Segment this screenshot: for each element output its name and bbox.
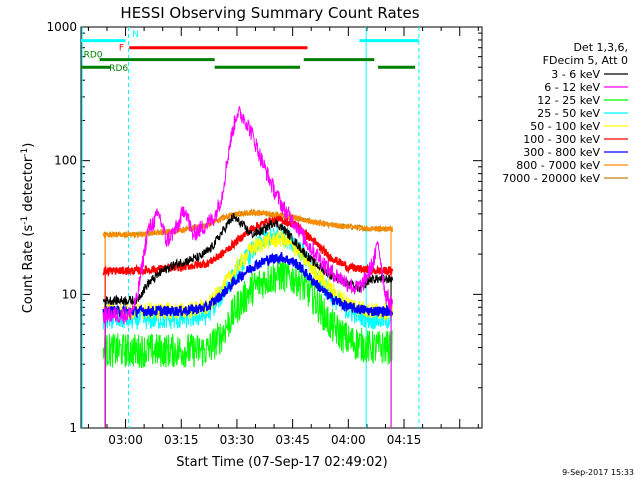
- plot-frame: [80, 26, 483, 429]
- series-group: [102, 106, 394, 428]
- flag-label: N: [132, 30, 139, 40]
- legend-label: 25 - 50 keV: [537, 107, 600, 120]
- legend-label: 100 - 300 keV: [523, 133, 600, 146]
- x-tick-label: 04:15: [387, 433, 422, 447]
- legend-label: 300 - 800 keV: [523, 146, 600, 159]
- plot-area: 1 10 100 1000 03:00 03:15 03:30 03:45 04:00 04:15…: [46, 20, 483, 447]
- series-line: [102, 208, 393, 239]
- legend-header-line1: Det 1,3,6,: [573, 41, 628, 54]
- x-tick-label: 04:00: [331, 433, 366, 447]
- flag-label: F: [119, 44, 124, 54]
- x-tick-label: 03:45: [275, 433, 310, 447]
- y-axis-label-sup2: -1: [20, 148, 30, 157]
- legend-label: 6 - 12 keV: [544, 81, 600, 94]
- y-tick-label: 10: [62, 287, 77, 301]
- legend-label: 50 - 100 keV: [530, 120, 600, 133]
- series-line: [102, 259, 393, 368]
- y-tick-label: 100: [54, 154, 77, 168]
- legend-label: 7000 - 20000 keV: [502, 172, 600, 185]
- x-axis-label: Start Time (07-Sep-17 02:49:02): [176, 455, 387, 470]
- series-line: [102, 106, 393, 325]
- timestamp: 9-Sep-2017 15:33: [562, 468, 634, 477]
- flag-label: RD0: [84, 51, 103, 61]
- x-tick-label: 03:30: [220, 433, 255, 447]
- chart-title: HESSI Observing Summary Count Rates: [120, 4, 419, 22]
- flag-label: RD6: [109, 64, 128, 74]
- y-axis-label-end: ): [21, 143, 36, 148]
- y-axis-label-main: Count Rate (s: [21, 225, 36, 314]
- y-tick-label: 1000: [46, 20, 77, 34]
- legend-label: 3 - 6 keV: [551, 68, 600, 81]
- legend-label: 800 - 7000 keV: [516, 159, 600, 172]
- x-tick-label: 03:00: [108, 433, 143, 447]
- y-axis-label-mid: detector: [21, 156, 36, 216]
- series-line: [102, 252, 394, 319]
- legend-label: 12 - 25 keV: [537, 94, 600, 107]
- y-tick-label: 1: [69, 421, 77, 435]
- y-axis-label: Count Rate (s-1 detector-1): [20, 143, 36, 314]
- y-axis-label-sup1: -1: [20, 216, 30, 225]
- legend-header-line2: FDecim 5, Att 0: [543, 54, 628, 67]
- x-tick-label: 03:15: [164, 433, 199, 447]
